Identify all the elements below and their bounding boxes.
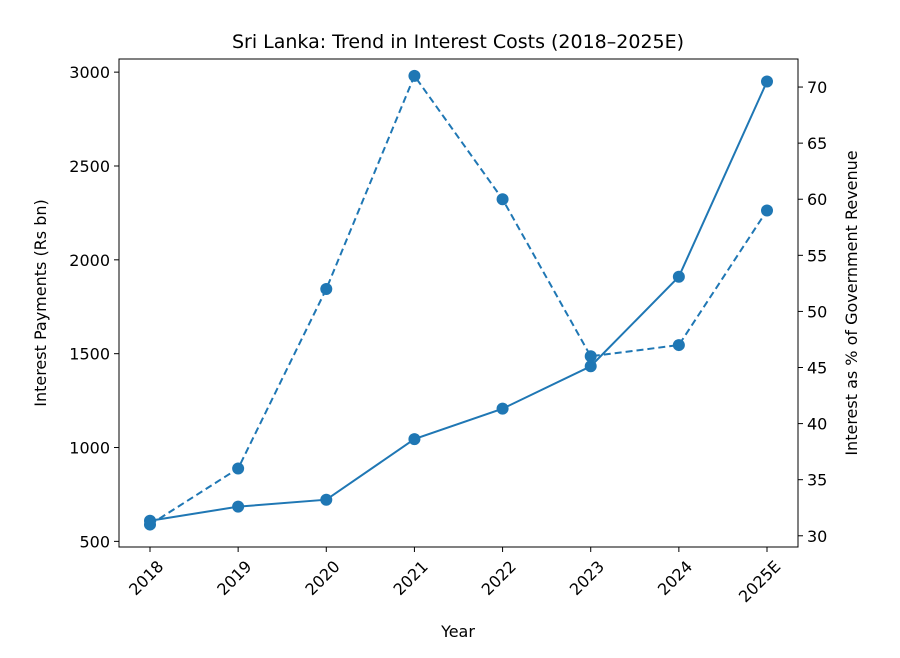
x-tick-label: 2024 [654,557,696,599]
left-axis: 500 1000 1500 2000 2500 3000 [69,63,119,551]
y-left-tick-label: 500 [79,532,110,551]
data-point-interest-pct-revenue [496,193,509,206]
data-point-interest-pct-revenue [584,350,597,363]
data-point-interest-payments [584,360,597,373]
y-left-tick-label: 1500 [69,345,110,364]
chart-title: Sri Lanka: Trend in Interest Costs (2018… [232,31,684,53]
y-right-tick-label: 35 [807,471,827,490]
y-right-tick-label: 55 [807,246,827,265]
data-point-interest-payments [320,493,333,506]
data-point-interest-pct-revenue [761,204,773,217]
x-tick-label: 2019 [213,557,255,599]
plot-area [118,58,799,548]
data-point-interest-pct-revenue [144,518,156,531]
series-layer [144,69,773,531]
y-right-tick-label: 45 [807,359,827,378]
y-right-tick-label: 50 [807,302,827,321]
y-right-tick-label: 70 [807,78,827,97]
y-left-axis-title: Interest Payments (Rs bn) [31,199,50,407]
data-point-interest-payments [408,433,421,446]
data-point-interest-pct-revenue [672,339,685,352]
x-axis: 2018 2019 2020 2021 2022 2023 2024 2025E [125,547,784,606]
y-right-tick-label: 40 [807,415,827,434]
data-point-interest-payments [232,500,245,513]
y-right-axis-title: Interest as % of Government Revenue [842,150,861,455]
x-tick-label: 2020 [301,557,343,599]
y-left-tick-label: 2000 [69,251,110,270]
series-line-interest-payments [149,81,768,522]
data-point-interest-payments [761,75,773,88]
y-left-tick-label: 3000 [69,63,110,82]
x-tick-label: 2025E [735,557,784,606]
x-axis-title: Year [440,622,475,641]
data-point-interest-pct-revenue [408,69,421,82]
data-point-interest-pct-revenue [320,282,333,295]
x-tick-label: 2018 [125,557,167,599]
series-line-interest-pct-revenue [149,73,768,526]
y-right-tick-label: 60 [807,190,827,209]
y-left-tick-label: 2500 [69,157,110,176]
right-axis: 30 35 40 45 50 55 60 65 70 [798,78,827,546]
data-point-interest-payments [672,270,685,283]
data-point-interest-pct-revenue [232,462,245,475]
x-tick-label: 2023 [566,557,608,599]
y-right-tick-label: 65 [807,134,827,153]
x-tick-label: 2022 [478,557,520,599]
x-tick-label: 2021 [390,557,432,599]
y-left-tick-label: 1000 [69,439,110,458]
data-point-interest-payments [496,402,509,415]
y-right-tick-label: 30 [807,527,827,546]
plot-frame [118,58,799,548]
